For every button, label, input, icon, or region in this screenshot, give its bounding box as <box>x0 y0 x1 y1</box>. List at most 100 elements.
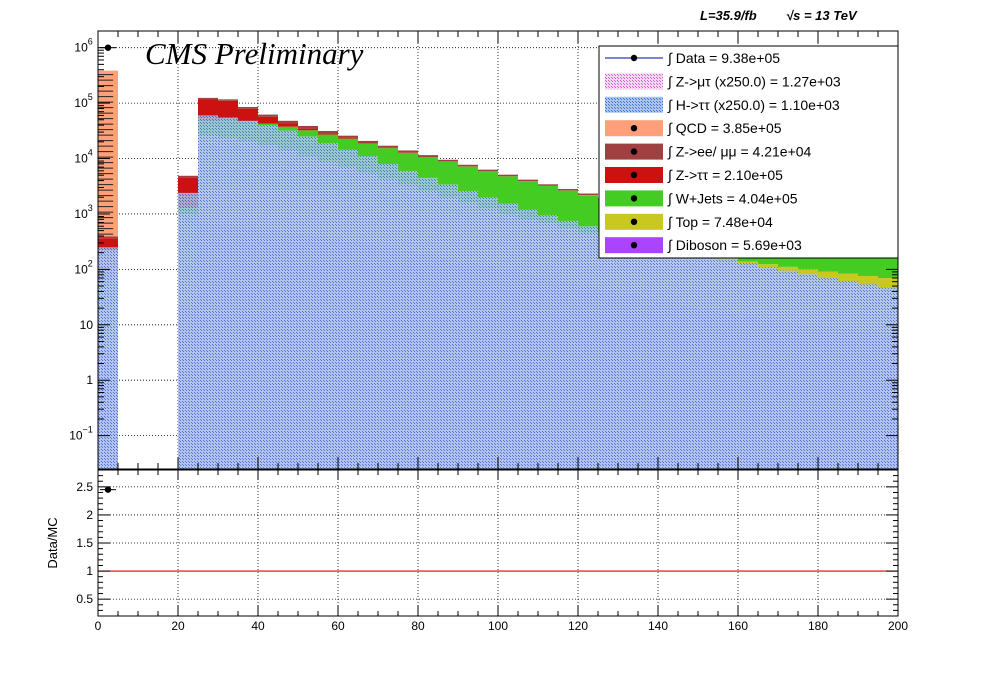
legend-label: ∫ Data = 9.38e+05 <box>667 50 780 66</box>
legend-entry: ∫ QCD = 3.85e+05 <box>605 120 782 137</box>
bar-z-ee- <box>258 114 278 117</box>
bar-z-ee- <box>558 188 578 191</box>
y-tick-label: 10 <box>80 318 94 332</box>
bar-z-ee- <box>218 99 238 101</box>
signal-bar-2 <box>818 277 838 469</box>
y-tick-label: 10−1 <box>69 425 93 443</box>
bar-z-ee- <box>178 175 198 178</box>
legend-label: ∫ Z->μτ (x250.0) = 1.27e+03 <box>667 73 841 89</box>
ratio-content <box>98 486 898 572</box>
ratio-y-tick-label: 2.5 <box>76 480 93 494</box>
ratio-gridlines <box>98 470 898 616</box>
legend-marker <box>630 195 638 202</box>
legend-entry: ∫ Diboson = 5.69e+03 <box>605 237 802 254</box>
legend-label: ∫ Top = 7.48e+04 <box>667 214 773 230</box>
y-tick-label: 103 <box>74 203 92 221</box>
bar-z-ee- <box>458 164 478 167</box>
signal-bar-2 <box>638 241 658 469</box>
x-tick-label: 120 <box>568 619 588 633</box>
x-tick-label: 200 <box>888 619 908 633</box>
legend-entry: ∫ Data = 9.38e+05 <box>605 50 780 66</box>
signal-bar-2 <box>878 287 898 469</box>
signal-bar-2 <box>498 203 518 469</box>
signal-bar-2 <box>478 197 498 469</box>
signal-bar-2 <box>578 226 598 469</box>
bar-z- <box>298 128 318 131</box>
x-tick-label: 100 <box>488 619 508 633</box>
signal-bar-2 <box>238 120 258 469</box>
bar-z-ee- <box>538 184 558 186</box>
bar-z-ee- <box>98 236 118 239</box>
signal-bar-2 <box>558 220 578 469</box>
bar-qcd <box>98 70 118 237</box>
signal-bar-2 <box>298 136 318 469</box>
signal-bar-2 <box>778 270 798 469</box>
legend-entry: ∫ Z->ee/ μμ = 4.21e+04 <box>605 143 812 160</box>
x-tick-label: 20 <box>171 619 185 633</box>
bar-z-ee- <box>358 140 378 144</box>
ratio-point <box>104 486 112 493</box>
bar-z- <box>218 100 238 120</box>
signal-bar-2 <box>518 209 538 469</box>
signal-bar-2 <box>278 130 298 469</box>
bar-z-ee- <box>478 169 498 172</box>
legend-label: ∫ Z->ττ = 2.10e+05 <box>667 167 783 183</box>
ratio-y-tick-label: 0.5 <box>76 592 93 606</box>
y-tick-label: 106 <box>74 37 92 55</box>
signal-bar-2 <box>538 215 558 469</box>
bar-z- <box>238 108 258 122</box>
bar-z-ee- <box>318 131 338 134</box>
signal-bar-2 <box>358 156 378 469</box>
bar-z- <box>258 116 278 124</box>
legend-label: ∫ W+Jets = 4.04e+05 <box>667 190 798 206</box>
bar-z-ee- <box>498 174 518 177</box>
signal-bar-2 <box>198 115 218 469</box>
legend-marker <box>630 54 638 62</box>
bar-z-ee- <box>338 135 358 138</box>
bar-z-ee- <box>398 150 418 153</box>
bar-z- <box>338 137 358 139</box>
legend-entry: ∫ Z->μτ (x250.0) = 1.27e+03 <box>605 73 841 90</box>
energy-label: √s = 13 TeV <box>786 8 858 23</box>
signal-bar-2 <box>738 263 758 469</box>
lumi-label: L=35.9/fb <box>700 8 757 23</box>
legend-entry: ∫ W+Jets = 4.04e+05 <box>605 190 798 207</box>
signal-bar-2 <box>698 254 718 469</box>
x-tick-label: 140 <box>648 619 668 633</box>
legend-entry: ∫ Z->ττ = 2.10e+05 <box>605 167 783 183</box>
y-tick-label: 1 <box>86 373 93 387</box>
bar-z- <box>198 99 218 121</box>
signal-bar-2 <box>838 280 858 469</box>
bar-z-ee- <box>198 97 218 100</box>
signal-bar-2 <box>398 170 418 469</box>
signal-bar-2 <box>418 177 438 469</box>
bar-z-ee- <box>518 179 538 182</box>
signal-bar-2 <box>658 245 678 469</box>
legend-marker <box>630 218 638 225</box>
ratio-y-axis-label: Data/MC <box>45 517 60 568</box>
signal-bar-2 <box>718 258 738 469</box>
legend-marker <box>630 148 638 155</box>
signal-bar-2 <box>318 143 338 469</box>
bar-z-ee- <box>378 145 398 148</box>
signal-bar-2 <box>618 236 638 469</box>
ratio-axis-ticks: 0.5 1 1.5 2 2.5 <box>76 470 899 616</box>
y-tick-label: 104 <box>74 148 92 166</box>
legend-label: ∫ H->ττ (x250.0) = 1.10e+03 <box>667 97 840 113</box>
signal-bar-2 <box>438 184 458 469</box>
ratio-y-tick-label: 1.5 <box>76 536 93 550</box>
bar-z-ee- <box>298 125 318 129</box>
legend-marker <box>630 171 638 179</box>
signal-bar-2 <box>178 192 198 469</box>
legend: ∫ Data = 9.38e+05 ∫ Z->μτ (x250.0) = 1.27… <box>598 45 899 259</box>
ratio-y-tick-label: 1 <box>86 564 93 578</box>
signal-bar-2 <box>378 163 398 469</box>
x-tick-label: 60 <box>331 619 345 633</box>
bar-z-ee- <box>578 193 598 196</box>
bar-z-ee- <box>238 106 258 109</box>
signal-bar-2 <box>678 250 698 469</box>
signal-bar-2 <box>758 267 778 469</box>
signal-bar-2 <box>258 125 278 469</box>
signal-bar-2 <box>98 247 118 469</box>
